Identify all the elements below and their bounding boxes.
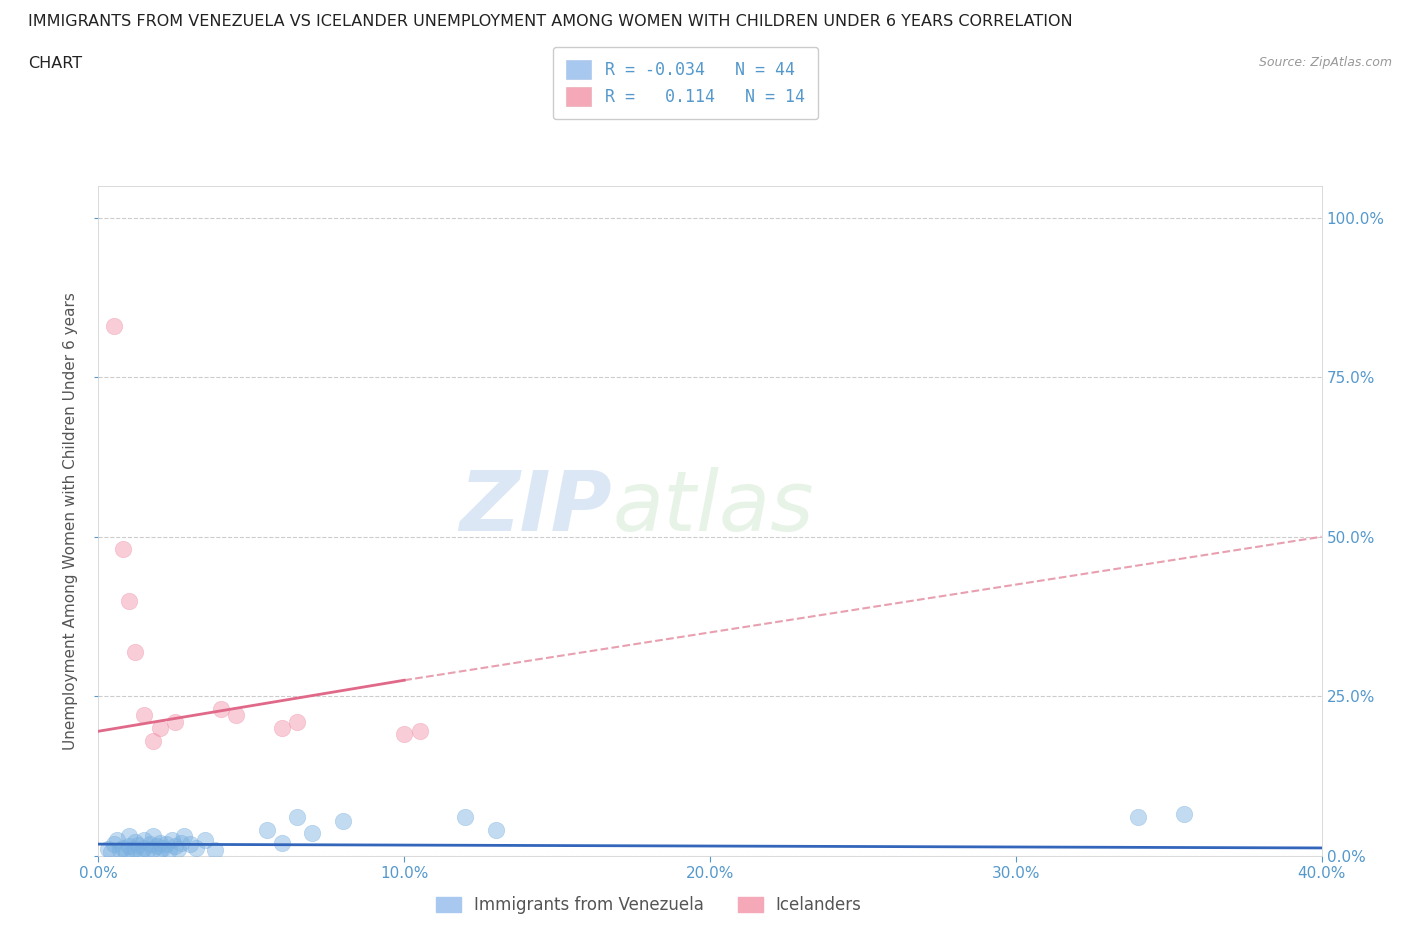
Point (204, 844, 226, 858)
Point (155, 837, 177, 852)
Point (152, 841, 174, 856)
Point (124, 644, 146, 659)
Point (118, 839, 141, 854)
Point (103, 837, 125, 852)
Point (142, 734, 165, 749)
Point (134, 832, 156, 847)
Text: CHART: CHART (28, 56, 82, 71)
Point (485, 823, 508, 838)
Point (149, 721, 172, 736)
Point (179, 837, 201, 852)
Y-axis label: Unemployment Among Women with Children Under 6 years: Unemployment Among Women with Children U… (63, 292, 79, 750)
Point (136, 844, 159, 858)
Legend: Immigrants from Venezuela, Icelanders: Immigrants from Venezuela, Icelanders (429, 890, 869, 921)
Point (1128, 810, 1150, 825)
Point (225, 708, 247, 723)
Point (115, 845, 138, 860)
Point (408, 724, 430, 738)
Point (145, 839, 167, 854)
Point (157, 844, 180, 858)
Text: Source: ZipAtlas.com: Source: ZipAtlas.com (1258, 56, 1392, 69)
Point (97, 842, 120, 857)
Point (100, 845, 122, 860)
Point (118, 593, 141, 608)
Point (149, 844, 172, 858)
Point (209, 701, 232, 716)
Point (149, 835, 172, 850)
Point (105, 832, 128, 847)
Point (270, 721, 292, 736)
Text: ZIP: ZIP (460, 467, 612, 548)
Text: atlas: atlas (612, 467, 814, 548)
Point (142, 842, 165, 857)
Point (129, 845, 152, 860)
Point (392, 727, 416, 742)
Point (173, 829, 195, 844)
Point (134, 708, 156, 723)
Text: IMMIGRANTS FROM VENEZUELA VS ICELANDER UNEMPLOYMENT AMONG WOMEN WITH CHILDREN UN: IMMIGRANTS FROM VENEZUELA VS ICELANDER U… (28, 14, 1073, 29)
Point (186, 841, 208, 856)
Point (285, 810, 308, 825)
Point (454, 810, 477, 825)
Point (124, 834, 146, 849)
Point (127, 838, 149, 853)
Point (139, 837, 162, 852)
Point (118, 829, 141, 844)
Point (108, 844, 131, 858)
Point (194, 832, 217, 847)
Point (332, 813, 354, 828)
Point (134, 841, 156, 856)
Point (142, 829, 165, 844)
Point (270, 835, 292, 850)
Point (256, 823, 278, 838)
Point (103, 319, 125, 334)
Point (285, 714, 308, 729)
Point (111, 841, 134, 856)
Point (124, 842, 146, 857)
Point (170, 835, 193, 850)
Point (121, 844, 143, 858)
Point (160, 832, 183, 847)
Point (163, 839, 186, 854)
Point (301, 826, 323, 841)
Point (163, 714, 186, 729)
Point (111, 542, 134, 557)
Point (167, 842, 190, 857)
Point (1173, 806, 1195, 821)
